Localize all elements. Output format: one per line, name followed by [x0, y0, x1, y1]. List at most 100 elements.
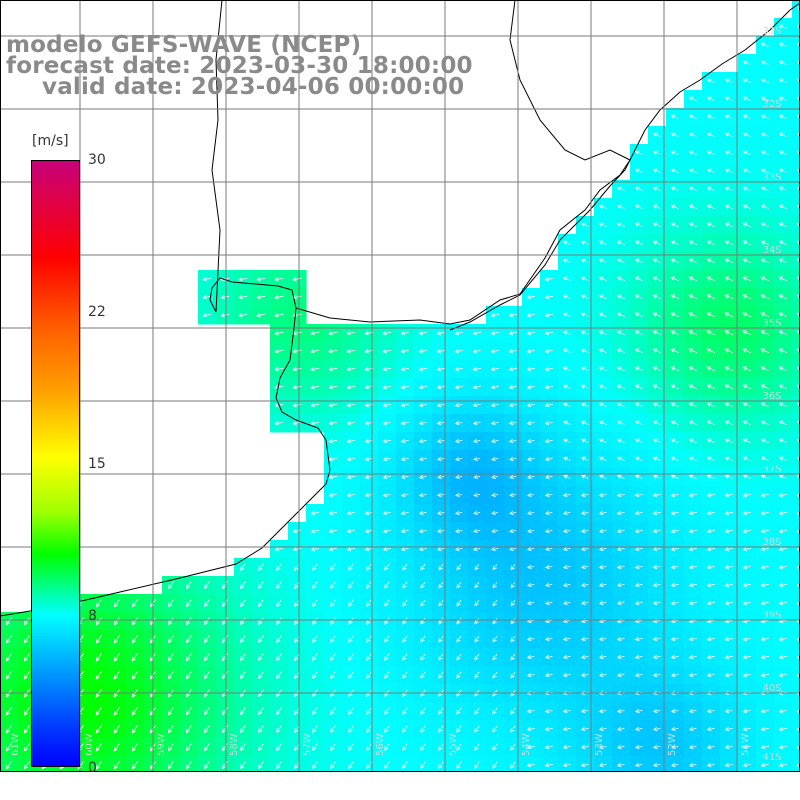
- wind-arrow: [778, 366, 788, 372]
- wind-cell: [612, 756, 631, 772]
- wind-arrow: [418, 492, 427, 498]
- wind-arrow: [113, 634, 121, 644]
- wind-arrow: [616, 204, 625, 210]
- wind-arrow: [706, 744, 715, 750]
- wind-arrow: [348, 581, 354, 589]
- wind-arrow: [186, 761, 192, 770]
- coastline-uruguay: [295, 0, 631, 325]
- wind-arrow: [706, 726, 715, 732]
- wind-arrow: [562, 276, 571, 282]
- wind-arrow: [706, 222, 715, 228]
- wind-arrow: [456, 707, 462, 715]
- wind-arrow: [580, 672, 589, 678]
- wind-arrow: [492, 582, 498, 589]
- wind-arrow: [562, 546, 571, 552]
- wind-arrow: [742, 726, 751, 732]
- wind-arrow: [670, 240, 679, 246]
- wind-arrow: [742, 294, 752, 300]
- wind-arrow: [95, 599, 102, 608]
- wind-arrow: [778, 330, 788, 336]
- wind-arrow: [202, 294, 212, 300]
- wind-arrow: [598, 384, 607, 390]
- wind-arrow: [491, 528, 499, 534]
- wind-arrow: [220, 312, 230, 318]
- wind-arrow: [562, 510, 571, 516]
- wind-arrow: [131, 742, 139, 752]
- wind-arrow: [580, 510, 589, 516]
- wind-arrow: [688, 492, 697, 498]
- wind-arrow: [258, 635, 264, 644]
- wind-arrow: [222, 707, 228, 716]
- wind-arrow: [400, 546, 409, 552]
- wind-arrow: [276, 671, 282, 680]
- wind-arrow: [580, 402, 589, 407]
- wind-arrow: [276, 599, 282, 607]
- wind-arrow: [327, 348, 338, 354]
- wind-arrow: [616, 348, 625, 354]
- wind-arrow: [348, 725, 354, 733]
- wind-arrow: [652, 132, 661, 138]
- wind-cell: [648, 756, 667, 772]
- wind-arrow: [562, 600, 571, 606]
- wind-arrow: [402, 725, 408, 733]
- wind-arrow: [544, 762, 553, 768]
- wind-arrow: [706, 672, 715, 678]
- wind-arrow: [400, 510, 409, 516]
- wind-arrow: [634, 402, 643, 408]
- wind-arrow: [616, 582, 625, 588]
- wind-arrow: [760, 114, 769, 120]
- wind-cell: [792, 738, 800, 757]
- wind-arrow: [598, 582, 607, 588]
- wind-arrow: [330, 725, 336, 733]
- wind-arrow: [472, 546, 481, 552]
- wind-arrow: [616, 744, 625, 750]
- wind-cell: [792, 468, 800, 487]
- wind-arrow: [240, 599, 246, 608]
- wind-arrow: [562, 708, 571, 714]
- wind-arrow: [652, 744, 661, 750]
- wind-cell: [792, 360, 800, 379]
- wind-arrow: [652, 456, 661, 461]
- wind-arrow: [237, 294, 248, 300]
- wind-arrow: [382, 348, 392, 354]
- wind-cell: [594, 756, 613, 772]
- wind-arrow: [706, 132, 715, 138]
- wind-arrow: [131, 617, 138, 626]
- wind-arrow: [312, 563, 318, 571]
- wind-arrow: [273, 384, 284, 390]
- wind-arrow: [402, 617, 408, 625]
- border-line: [211, 0, 223, 313]
- wind-arrow: [418, 402, 427, 408]
- wind-arrow: [544, 528, 553, 534]
- wind-arrow: [276, 617, 282, 625]
- wind-arrow: [670, 168, 679, 174]
- wind-arrow: [454, 366, 463, 372]
- wind-arrow: [580, 456, 589, 461]
- wind-arrow: [490, 402, 499, 408]
- wind-arrow: [456, 761, 462, 769]
- wind-arrow: [634, 438, 643, 444]
- wind-arrow: [131, 724, 139, 734]
- wind-arrow: [634, 546, 643, 552]
- wind-arrow: [742, 186, 751, 192]
- wind-arrow: [438, 743, 444, 751]
- wind-arrow: [526, 564, 535, 570]
- wind-arrow: [562, 744, 571, 750]
- wind-arrow: [328, 528, 337, 534]
- wind-arrow: [706, 510, 715, 516]
- wind-arrow: [490, 330, 499, 336]
- wind-arrow: [472, 348, 481, 354]
- wind-cell: [792, 288, 800, 307]
- wind-arrow: [328, 510, 337, 516]
- wind-arrow: [778, 672, 787, 678]
- wind-arrow: [366, 743, 372, 751]
- wind-arrow: [670, 186, 679, 192]
- wind-arrow: [670, 204, 679, 210]
- wind-arrow: [348, 653, 354, 661]
- wind-arrow: [220, 276, 230, 282]
- wind-arrow: [598, 312, 607, 318]
- wind-arrow: [616, 276, 625, 282]
- wind-arrow: [526, 402, 535, 408]
- wind-arrow: [652, 276, 661, 282]
- wind-arrow: [706, 366, 716, 372]
